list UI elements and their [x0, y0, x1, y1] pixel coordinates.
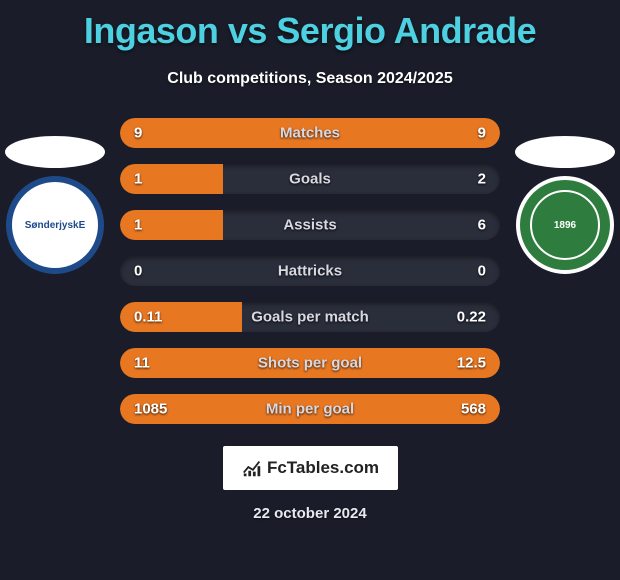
stat-row: 0 Hattricks 0	[120, 256, 500, 286]
stat-label: Goals	[289, 171, 331, 188]
stat-row: 11 Shots per goal 12.5	[120, 348, 500, 378]
comparison-chart: SønderjyskE 1896 9 Matches 9 1 Goals 2 1 Assist…	[0, 118, 620, 424]
stat-value-right: 6	[478, 217, 486, 234]
right-club-badge: 1896	[516, 176, 614, 274]
stat-label: Assists	[283, 217, 336, 234]
stat-value-left: 1	[134, 217, 142, 234]
stat-label: Shots per goal	[258, 355, 362, 372]
subtitle: Club competitions, Season 2024/2025	[0, 70, 620, 88]
left-club-badge: SønderjyskE	[6, 176, 104, 274]
stat-value-left: 0.11	[134, 309, 162, 326]
stat-value-right: 0	[478, 263, 486, 280]
left-player-avatar	[5, 136, 105, 168]
stat-value-left: 1085	[134, 401, 167, 418]
stat-value-left: 1	[134, 171, 142, 188]
left-player-column: SønderjyskE	[0, 118, 110, 274]
stat-row: 1085 Min per goal 568	[120, 394, 500, 424]
stat-row: 0.11 Goals per match 0.22	[120, 302, 500, 332]
left-club-name: SønderjyskE	[25, 220, 86, 231]
right-player-column: 1896	[510, 118, 620, 274]
stat-label: Matches	[280, 125, 340, 142]
stat-value-left: 0	[134, 263, 142, 280]
stat-row: 1 Assists 6	[120, 210, 500, 240]
stat-label: Hattricks	[278, 263, 342, 280]
page-title: Ingason vs Sergio Andrade	[0, 0, 620, 52]
stat-value-right: 2	[478, 171, 486, 188]
brand-text: FcTables.com	[267, 458, 379, 478]
stat-value-right: 12.5	[457, 355, 486, 372]
stat-value-right: 0.22	[457, 309, 486, 326]
stat-value-left: 9	[134, 125, 142, 142]
right-player-avatar	[515, 136, 615, 168]
stat-value-right: 568	[461, 401, 486, 418]
brand-logo[interactable]: FcTables.com	[223, 446, 398, 490]
stat-label: Min per goal	[266, 401, 354, 418]
footer-date: 22 october 2024	[0, 505, 620, 522]
chart-icon	[241, 457, 263, 479]
stat-bars: 9 Matches 9 1 Goals 2 1 Assists 6 0 Hattricks 0 0.11…	[120, 118, 500, 424]
stat-value-left: 11	[134, 355, 150, 372]
stat-label: Goals per match	[251, 309, 369, 326]
stat-row: 1 Goals 2	[120, 164, 500, 194]
stat-row: 9 Matches 9	[120, 118, 500, 148]
stat-value-right: 9	[478, 125, 486, 142]
right-club-year: 1896	[554, 220, 576, 231]
